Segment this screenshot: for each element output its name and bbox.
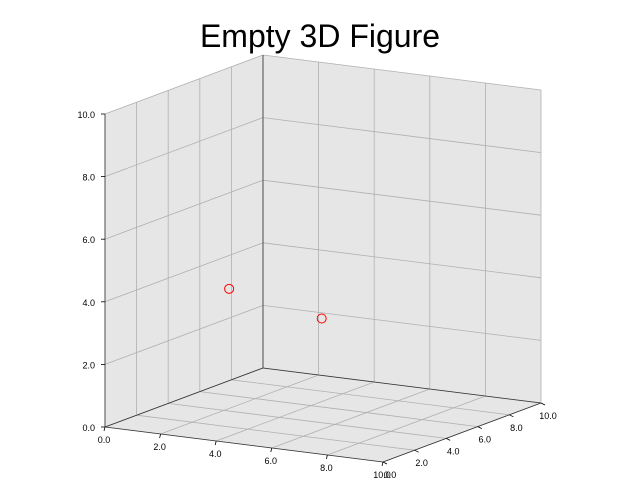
- pane-edge-floor-left: [104, 367, 264, 428]
- x-axis-line: [104, 426, 384, 463]
- floor-gridline-y: [168, 403, 447, 439]
- y-tick-label: 10.0: [539, 411, 557, 421]
- left-wall-gridline-z: [104, 179, 264, 240]
- y-tick-label: 8.0: [510, 423, 523, 433]
- z-tick-label: 0.0: [82, 423, 95, 433]
- data-point: [224, 283, 235, 294]
- floor-gridline-x: [327, 395, 486, 456]
- left-wall-pane: [105, 55, 263, 427]
- x-tick-mark: [270, 447, 273, 453]
- z-tick-label: 10.0: [77, 110, 95, 120]
- x-tick-label: 6.0: [265, 456, 278, 466]
- floor-gridline-x: [160, 374, 319, 435]
- y-tick-mark: [414, 449, 419, 453]
- floor-gridline-x: [216, 381, 375, 442]
- floor-gridline-y: [231, 379, 510, 416]
- x-tick-label: 2.0: [153, 442, 166, 452]
- y-tick-mark: [509, 414, 514, 418]
- x-tick-label: 10.0: [373, 470, 391, 480]
- floor-gridline-y: [136, 414, 415, 451]
- x-tick-label: 4.0: [209, 449, 222, 459]
- y-tick-mark: [382, 461, 388, 465]
- z-tick-label: 2.0: [82, 360, 95, 370]
- chart-title: Empty 3D Figure: [199, 18, 441, 54]
- y-tick-mark: [446, 438, 451, 441]
- x-tick-mark: [159, 433, 161, 439]
- floor-gridline-y: [199, 391, 478, 427]
- z-tick-label: 6.0: [82, 235, 95, 245]
- right-wall-gridline-z: [262, 305, 542, 341]
- right-wall-gridline-z: [262, 54, 542, 91]
- left-wall-gridline-z: [104, 242, 264, 303]
- x-tick-label: 8.0: [320, 463, 333, 473]
- z-tick-label: 4.0: [82, 298, 95, 308]
- y-tick-label: 0.0: [384, 470, 397, 480]
- y-tick-mark: [540, 402, 546, 406]
- floor-gridline-x: [271, 388, 430, 449]
- right-wall-gridline-z: [262, 242, 542, 279]
- left-wall-gridline-z: [104, 305, 264, 365]
- left-wall-gridline-z: [104, 117, 264, 177]
- right-wall-pane: [263, 55, 541, 403]
- z-tick-label: 8.0: [82, 173, 95, 183]
- data-point: [316, 313, 327, 324]
- x-tick-mark: [103, 426, 106, 432]
- pane-edge-floor-back: [262, 367, 542, 404]
- x-tick-mark: [214, 440, 217, 446]
- right-wall-gridline-z: [262, 117, 542, 153]
- y-axis-line: [382, 402, 542, 463]
- y-tick-label: 4.0: [447, 446, 460, 456]
- left-wall-gridline-z: [104, 54, 264, 115]
- y-tick-mark: [477, 426, 482, 429]
- right-wall-gridline-z: [262, 179, 542, 216]
- x-tick-mark: [381, 461, 384, 467]
- y-tick-label: 2.0: [415, 458, 428, 468]
- x-tick-mark: [326, 454, 328, 460]
- x-tick-label: 0.0: [98, 435, 111, 445]
- floor-pane: [105, 368, 541, 462]
- y-tick-label: 6.0: [479, 435, 492, 445]
